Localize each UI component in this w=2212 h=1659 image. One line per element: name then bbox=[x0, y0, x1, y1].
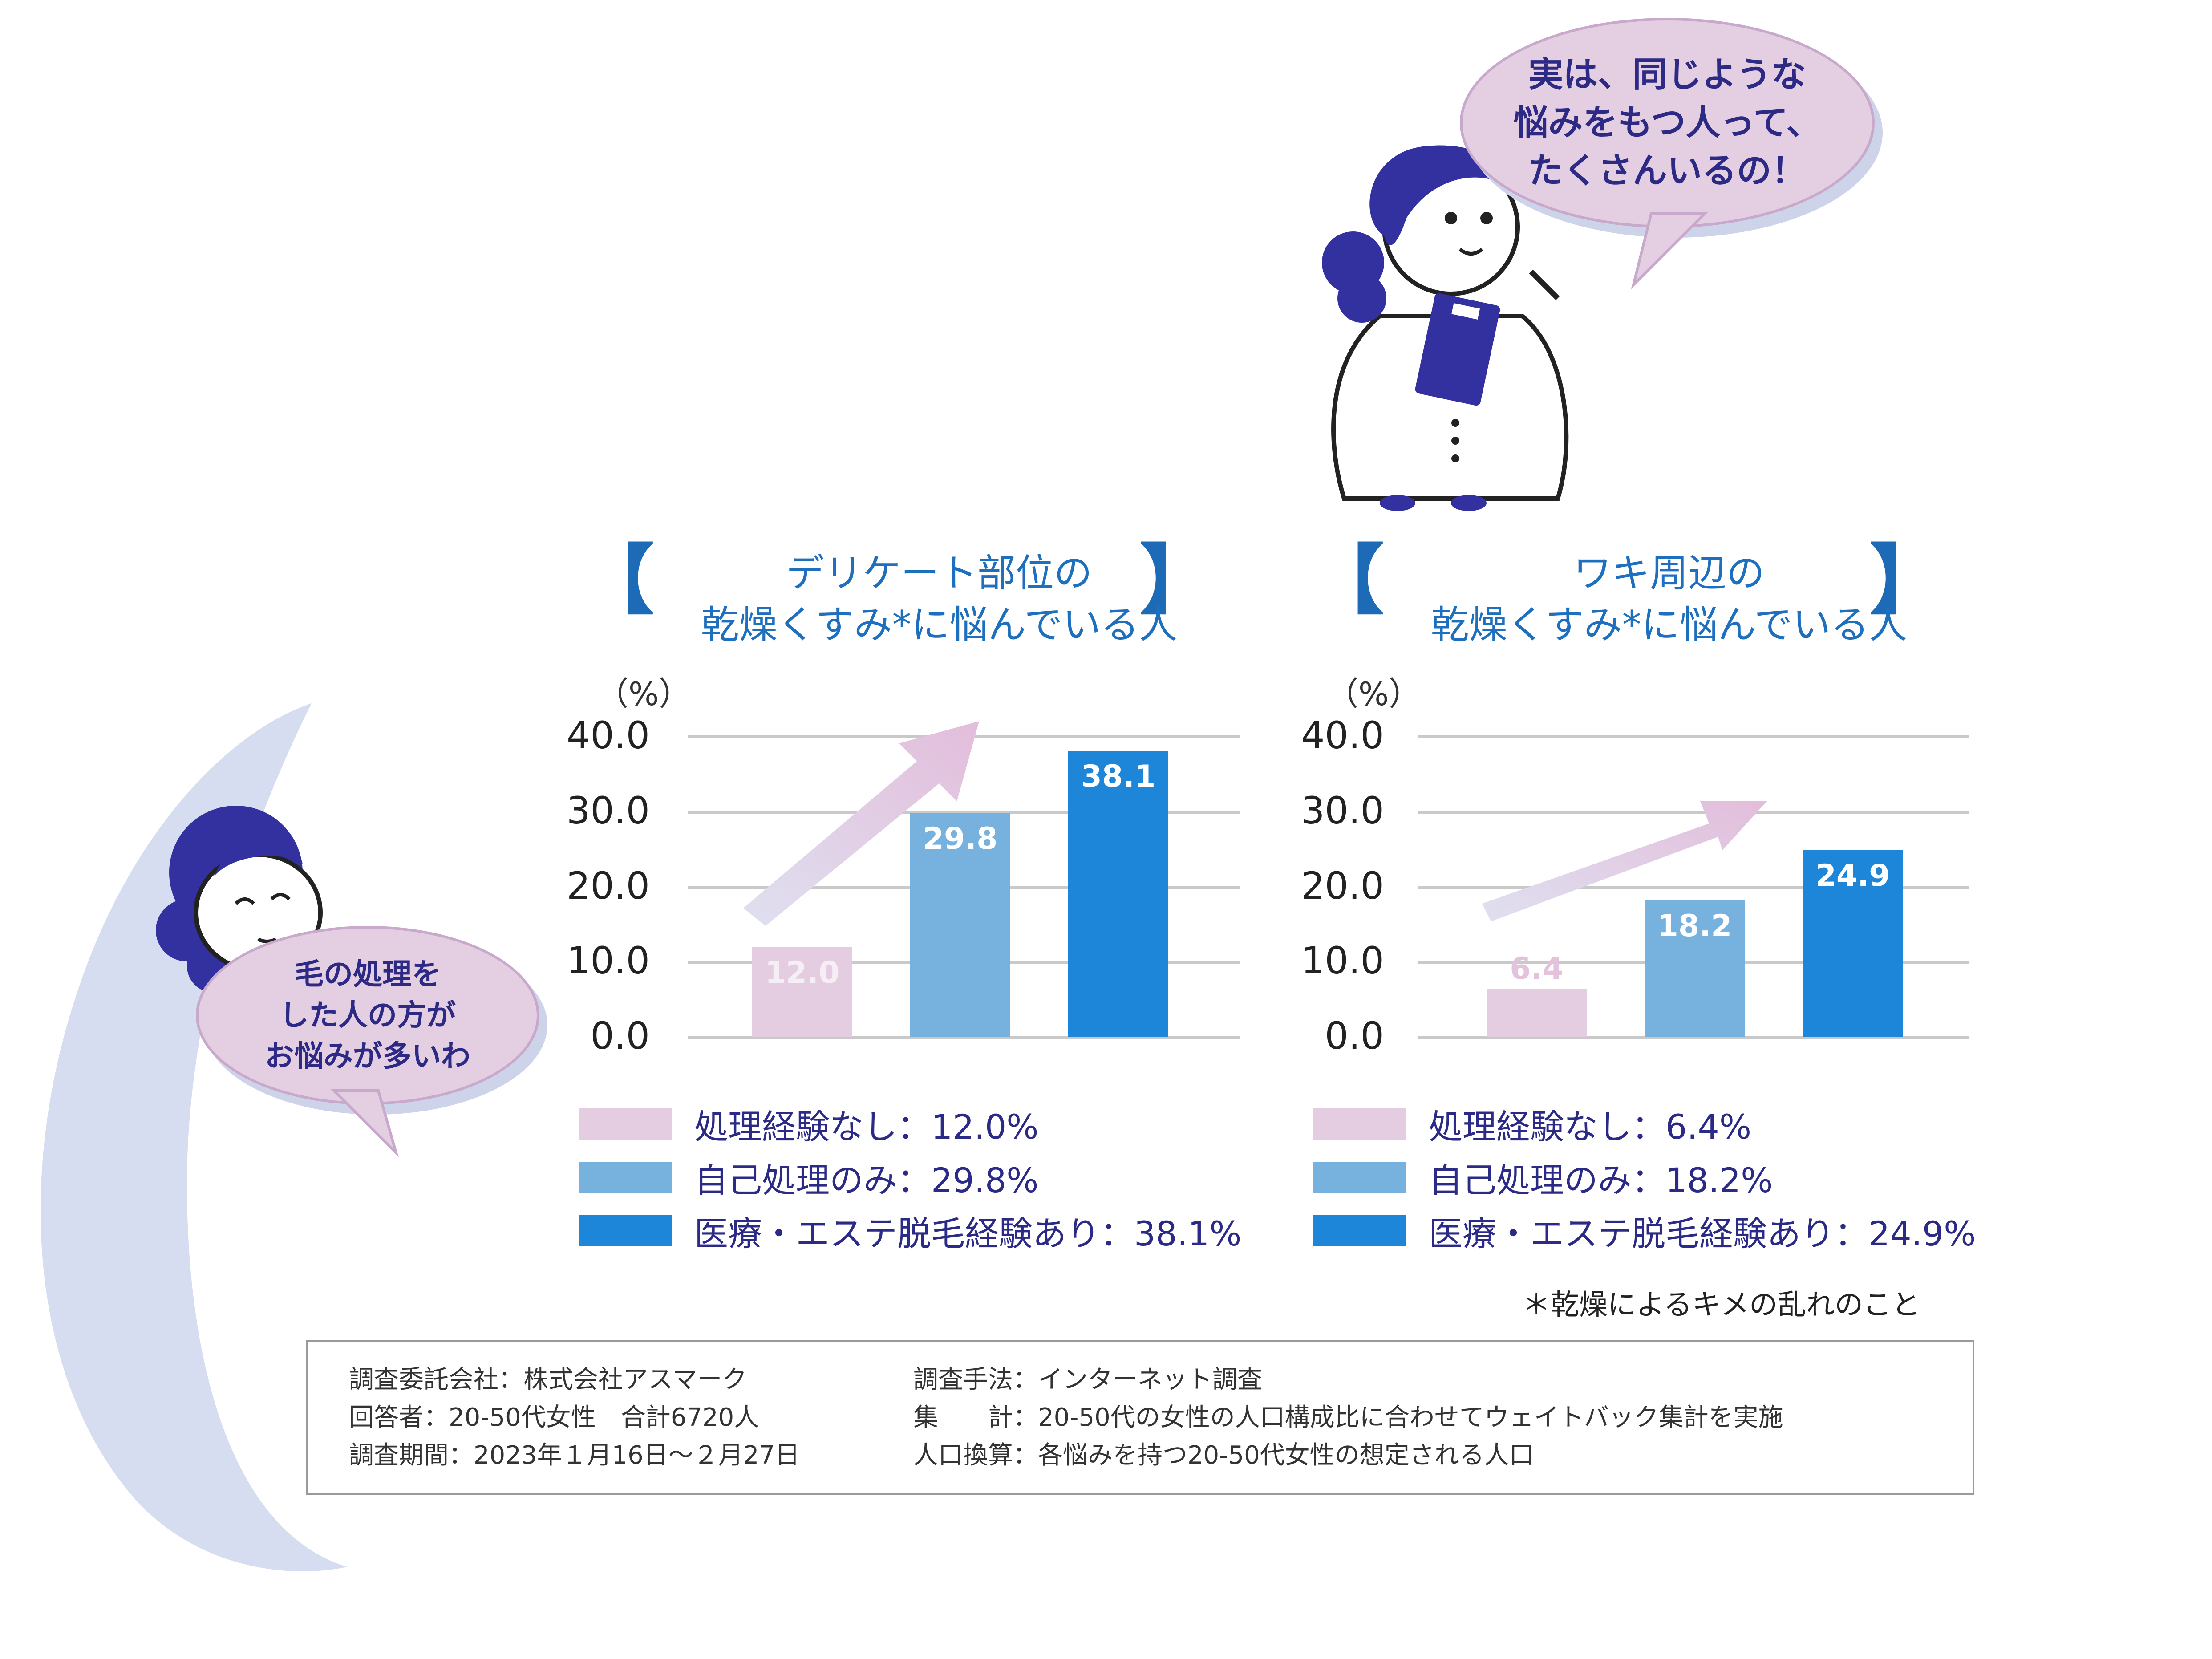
chart-right-y-unit: （%） bbox=[1326, 675, 1421, 713]
chart-left-gridline bbox=[688, 1036, 1240, 1039]
chart-left-bar-label-none: 12.0 bbox=[765, 955, 840, 990]
chart-right-bracket-open: 【 bbox=[1309, 537, 1385, 625]
chart-right-bar-label-medical: 24.9 bbox=[1815, 858, 1890, 893]
chart-left-bar-label-medical: 38.1 bbox=[1081, 759, 1156, 795]
chart-right-ytick-label: 30.0 bbox=[1300, 788, 1384, 832]
chart-left-title: デリケート部位の 乾燥くすみ*に悩んでいる人 bbox=[701, 551, 1178, 647]
chart-right-bar-none bbox=[1487, 989, 1587, 1037]
legend-left-label-medical: 医療・エステ脱毛経験あり：38.1% bbox=[694, 1214, 1242, 1253]
speech-bubble-top: 実は、同じような 悩みをもつ人って、 たくさんいるの！ bbox=[1460, 18, 1875, 228]
chart-left-bar-self bbox=[910, 813, 1010, 1037]
legend-left-item-none: 処理経験なし：12.0% bbox=[579, 1099, 1038, 1148]
survey-method: 調査手法：インターネット調査 bbox=[913, 1365, 1262, 1394]
speech-bubble-top-text: 実は、同じような 悩みをもつ人って、 たくさんいるの！ bbox=[1513, 55, 1821, 191]
legend-right-swatch-self bbox=[1313, 1162, 1406, 1193]
speech-bubble-left: 毛の処理を した人の方が お悩みが多いわ bbox=[196, 926, 539, 1105]
legend-right-swatch-none bbox=[1313, 1108, 1406, 1140]
chart-right-ytick-label: 10.0 bbox=[1300, 939, 1384, 983]
legend-left-label-none: 処理経験なし：12.0% bbox=[694, 1107, 1039, 1147]
chart-right-gridline bbox=[1418, 885, 1969, 889]
legend-right-label-none: 処理経験なし：6.4% bbox=[1429, 1107, 1752, 1147]
chart-right-bar-label-self: 18.2 bbox=[1657, 908, 1732, 944]
doctor-illustration bbox=[1322, 145, 1569, 511]
chart-right-bar-label-none: 6.4 bbox=[1510, 951, 1564, 986]
chart-left-ytick-label: 10.0 bbox=[566, 939, 650, 983]
chart-left-ytick-label: 0.0 bbox=[590, 1014, 650, 1058]
chart-right-bar-self bbox=[1645, 900, 1745, 1037]
survey-population: 人口換算：各悩みを持つ20-50代女性の想定される人口 bbox=[913, 1441, 1534, 1470]
legend-left-swatch-self bbox=[579, 1162, 672, 1193]
woman-illustration bbox=[156, 806, 323, 993]
speech-bubble-left-tail bbox=[330, 1089, 399, 1157]
trend-arrow-left bbox=[743, 721, 979, 926]
chart-right-bar-medical bbox=[1803, 850, 1903, 1037]
chart-left-bracket-close: 】 bbox=[1139, 537, 1215, 625]
chart-right-ytick-label: 40.0 bbox=[1300, 714, 1384, 757]
chart-left-bar-medical bbox=[1068, 751, 1168, 1037]
chart-left-gridline bbox=[688, 810, 1240, 814]
chart-right-ytick-label: 0.0 bbox=[1325, 1014, 1384, 1058]
chart-right-gridline bbox=[1418, 810, 1969, 814]
footnote: ＊乾燥によるキメの乱れのこと bbox=[1522, 1289, 1920, 1322]
legend-right-item-none: 処理経験なし：6.4% bbox=[1313, 1099, 1751, 1148]
survey-period: 調査期間：2023年１月16日〜２月27日 bbox=[349, 1441, 800, 1470]
legend-right-swatch-medical bbox=[1313, 1215, 1406, 1246]
survey-aggregation: 集 計：20-50代の女性の人口構成比に合わせてウェイトバック集計を実施 bbox=[913, 1403, 1783, 1432]
chart-left-bar-none bbox=[752, 947, 852, 1037]
legend-right-label-medical: 医療・エステ脱毛経験あり：24.9% bbox=[1429, 1214, 1976, 1253]
trend-arrow-right bbox=[1482, 801, 1767, 921]
survey-respondents: 回答者：20-50代女性 合計6720人 bbox=[349, 1403, 759, 1432]
chart-right-title: ワキ周辺の 乾燥くすみ*に悩んでいる人 bbox=[1430, 551, 1908, 647]
speech-bubble-top-tail bbox=[1631, 212, 1708, 289]
chart-left-y-unit: （%） bbox=[596, 675, 691, 713]
chart-left-ytick-label: 40.0 bbox=[566, 714, 650, 757]
speech-bubble-left-text: 毛の処理を した人の方が お悩みが多いわ bbox=[265, 957, 470, 1073]
chart-right-bracket-close: 】 bbox=[1869, 537, 1945, 625]
legend-left-swatch-none bbox=[579, 1108, 672, 1140]
chart-left-bracket-open: 【 bbox=[579, 537, 655, 625]
legend-left-swatch-medical bbox=[579, 1215, 672, 1246]
chart-right-ytick-label: 20.0 bbox=[1300, 864, 1384, 908]
chart-left-bar-label-self: 29.8 bbox=[923, 821, 998, 857]
survey-info-box: 調査委託会社：株式会社アスマーク 回答者：20-50代女性 合計6720人 調査… bbox=[306, 1340, 1974, 1495]
chart-left-ytick-label: 30.0 bbox=[566, 788, 650, 832]
background-wave bbox=[41, 703, 348, 1572]
chart-left-ytick-label: 20.0 bbox=[566, 864, 650, 908]
chart-right-gridline bbox=[1418, 735, 1969, 738]
legend-left-item-medical: 医療・エステ脱毛経験あり：38.1% bbox=[579, 1206, 1241, 1255]
survey-company: 調査委託会社：株式会社アスマーク bbox=[349, 1365, 747, 1394]
legend-right-label-self: 自己処理のみ：18.2% bbox=[1429, 1160, 1773, 1200]
legend-right-item-self: 自己処理のみ：18.2% bbox=[1313, 1153, 1773, 1202]
legend-left-item-self: 自己処理のみ：29.8% bbox=[579, 1153, 1038, 1202]
chart-right-gridline bbox=[1418, 1036, 1969, 1039]
legend-right-item-medical: 医療・エステ脱毛経験あり：24.9% bbox=[1313, 1206, 1976, 1255]
legend-left-label-self: 自己処理のみ：29.8% bbox=[694, 1160, 1039, 1200]
